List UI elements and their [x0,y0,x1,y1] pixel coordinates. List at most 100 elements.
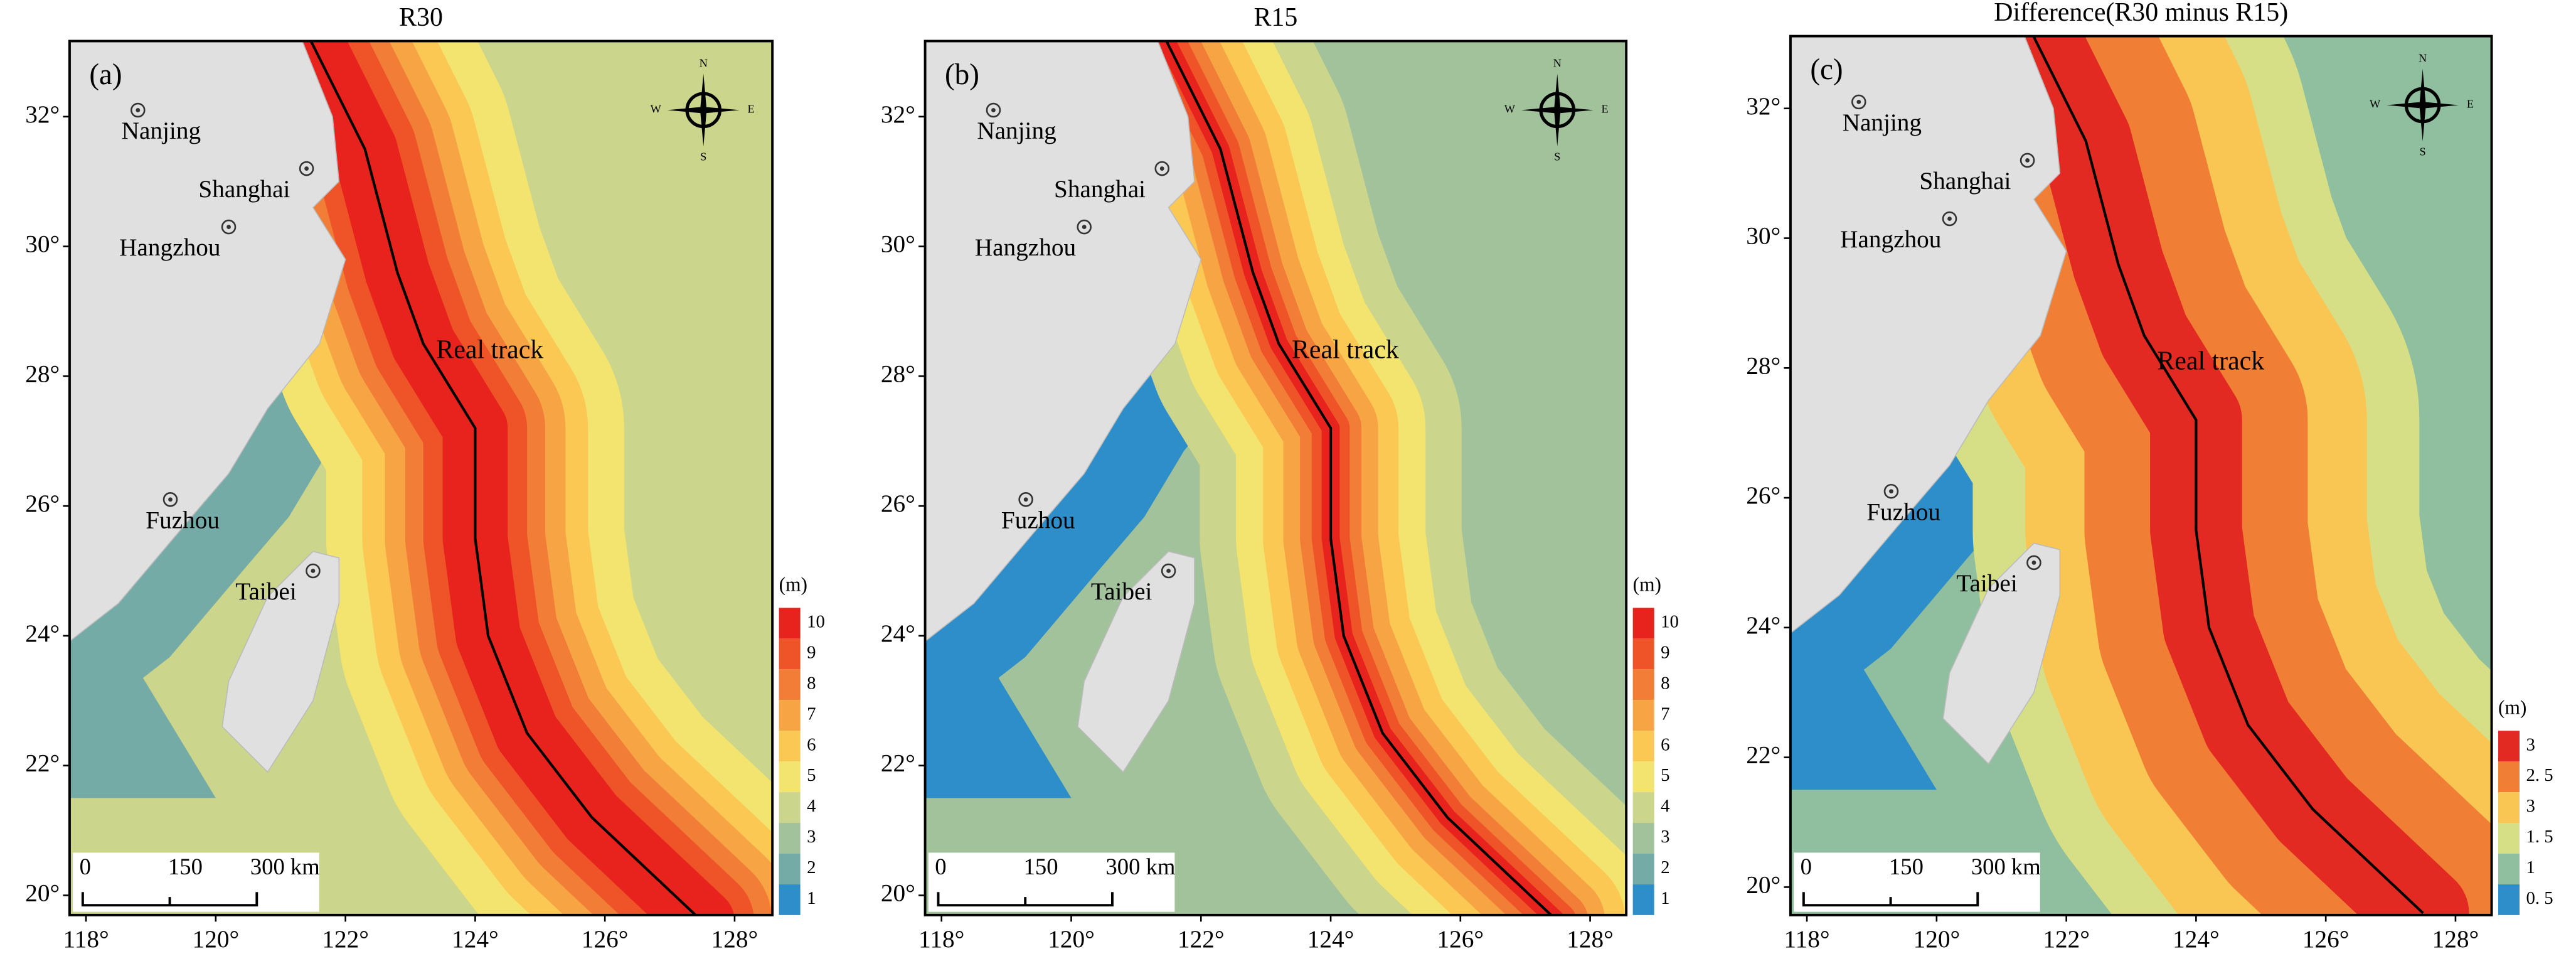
coastal-shallow [1790,576,1937,790]
x-tick-label: 126° [1437,926,1484,953]
y-tick-label: 32° [1746,93,1780,120]
scale-label: 150 [1024,854,1058,879]
city-marker [2026,555,2041,571]
city-label: Taibei [235,578,297,605]
city-marker-dot [1166,569,1171,573]
x-tick-label: 128° [1567,926,1614,953]
city-marker-dot [2031,561,2036,565]
y-tick-label: 22° [1746,742,1780,769]
city-label: Shanghai [1919,168,2011,195]
city-marker [221,219,237,235]
legend-swatch [779,884,801,915]
legend-label: 7 [1661,704,1669,724]
city-marker-dot [226,225,231,229]
compass-letter: E [1602,103,1609,115]
legend-label: 6 [1661,734,1669,754]
legend-label: 2. 5 [2526,765,2553,785]
taiwan [1077,550,1195,773]
mainland [1790,36,2067,634]
legend-label: 5 [1661,765,1669,785]
legend-label: 2 [1661,857,1669,877]
x-tick-label: 126° [582,926,629,953]
legend-label: 3 [1661,827,1669,847]
legend-swatch [779,731,801,762]
scale-bar [937,892,1114,907]
compass-letter: S [1554,150,1560,163]
legend-label: 10 [1661,612,1679,632]
scale-box [73,852,319,912]
legend-swatch [779,823,801,854]
legend-swatch [779,792,801,824]
legend-label: 4 [807,796,816,816]
legend-swatch [1632,884,1654,915]
city-marker-dot [1159,166,1164,171]
legend-swatch [779,608,801,639]
y-tick-label: 26° [1746,482,1780,509]
legend-swatch [779,761,801,793]
legend-unit: (m) [779,574,807,596]
legend-label: 4 [1661,796,1669,816]
x-tick-label: 124° [1307,926,1355,953]
compass-letter: W [1504,103,1516,115]
legend-swatch [2498,823,2520,854]
legend-label: 3 [2526,734,2535,754]
y-tick-label: 24° [881,620,915,647]
scale-label: 300 km [1105,854,1175,879]
scale-bar [81,892,258,907]
x-tick-label: 128° [2432,926,2479,953]
y-tick-label: 28° [25,360,60,387]
city-marker-dot [1023,497,1028,502]
y-tick-label: 26° [881,490,915,517]
legend-label: 9 [1661,642,1669,662]
panel-title: Difference(R30 minus R15) [1994,0,2288,27]
legend-swatch [1632,700,1654,731]
x-tick-label: 122° [1178,926,1225,953]
compass-needle [1521,73,1594,146]
legend-label: 8 [1661,673,1669,693]
legend-label: 2 [807,857,816,877]
x-tick-label: 120° [1048,926,1095,953]
scale-bar [1802,892,1979,907]
track-label: Real track [1292,335,1399,364]
legend-label: 1 [807,888,816,908]
scale-label: 0 [80,854,91,879]
city-marker-dot [1082,225,1087,229]
legend-label: 7 [807,704,816,724]
legend-label: 3 [2526,796,2535,816]
city-label: Fuzhou [1866,498,1940,525]
legend-swatch [1632,608,1654,639]
compass-letter: N [700,56,708,69]
x-tick-label: 118° [918,926,964,953]
y-tick-label: 26° [25,490,60,517]
scale-label: 0 [935,854,946,879]
city-marker-dot [1947,217,1952,221]
scale-label: 0 [1801,854,1812,879]
legend-swatch [2498,761,2520,793]
city-marker-dot [311,569,316,573]
panel-label: (c) [1810,53,1843,86]
map-panel [925,41,1627,915]
y-tick-label: 20° [25,879,60,906]
map-panel [1790,36,2492,915]
legend-swatch [779,700,801,731]
typhoon-track [309,41,698,915]
scale-label: 150 [168,854,203,879]
city-marker [1942,211,1957,227]
x-tick-label: 122° [2043,926,2090,953]
compass-letter: W [2370,98,2381,110]
legend-label: 1. 5 [2526,827,2553,847]
legend-swatch [779,853,801,884]
city-label: Hangzhou [1840,226,1941,253]
scale-label: 150 [1889,854,1924,879]
scale-label: 300 km [250,854,320,879]
city-marker-dot [1856,100,1861,104]
x-tick-label: 118° [63,926,109,953]
city-label: Nanjing [1843,109,1922,136]
legend-swatch [1632,792,1654,824]
scale-box [1794,852,2040,912]
legend-swatch [1632,638,1654,670]
legend-label: 3 [807,827,816,847]
map-frame [923,40,1628,916]
x-tick-label: 122° [322,926,369,953]
